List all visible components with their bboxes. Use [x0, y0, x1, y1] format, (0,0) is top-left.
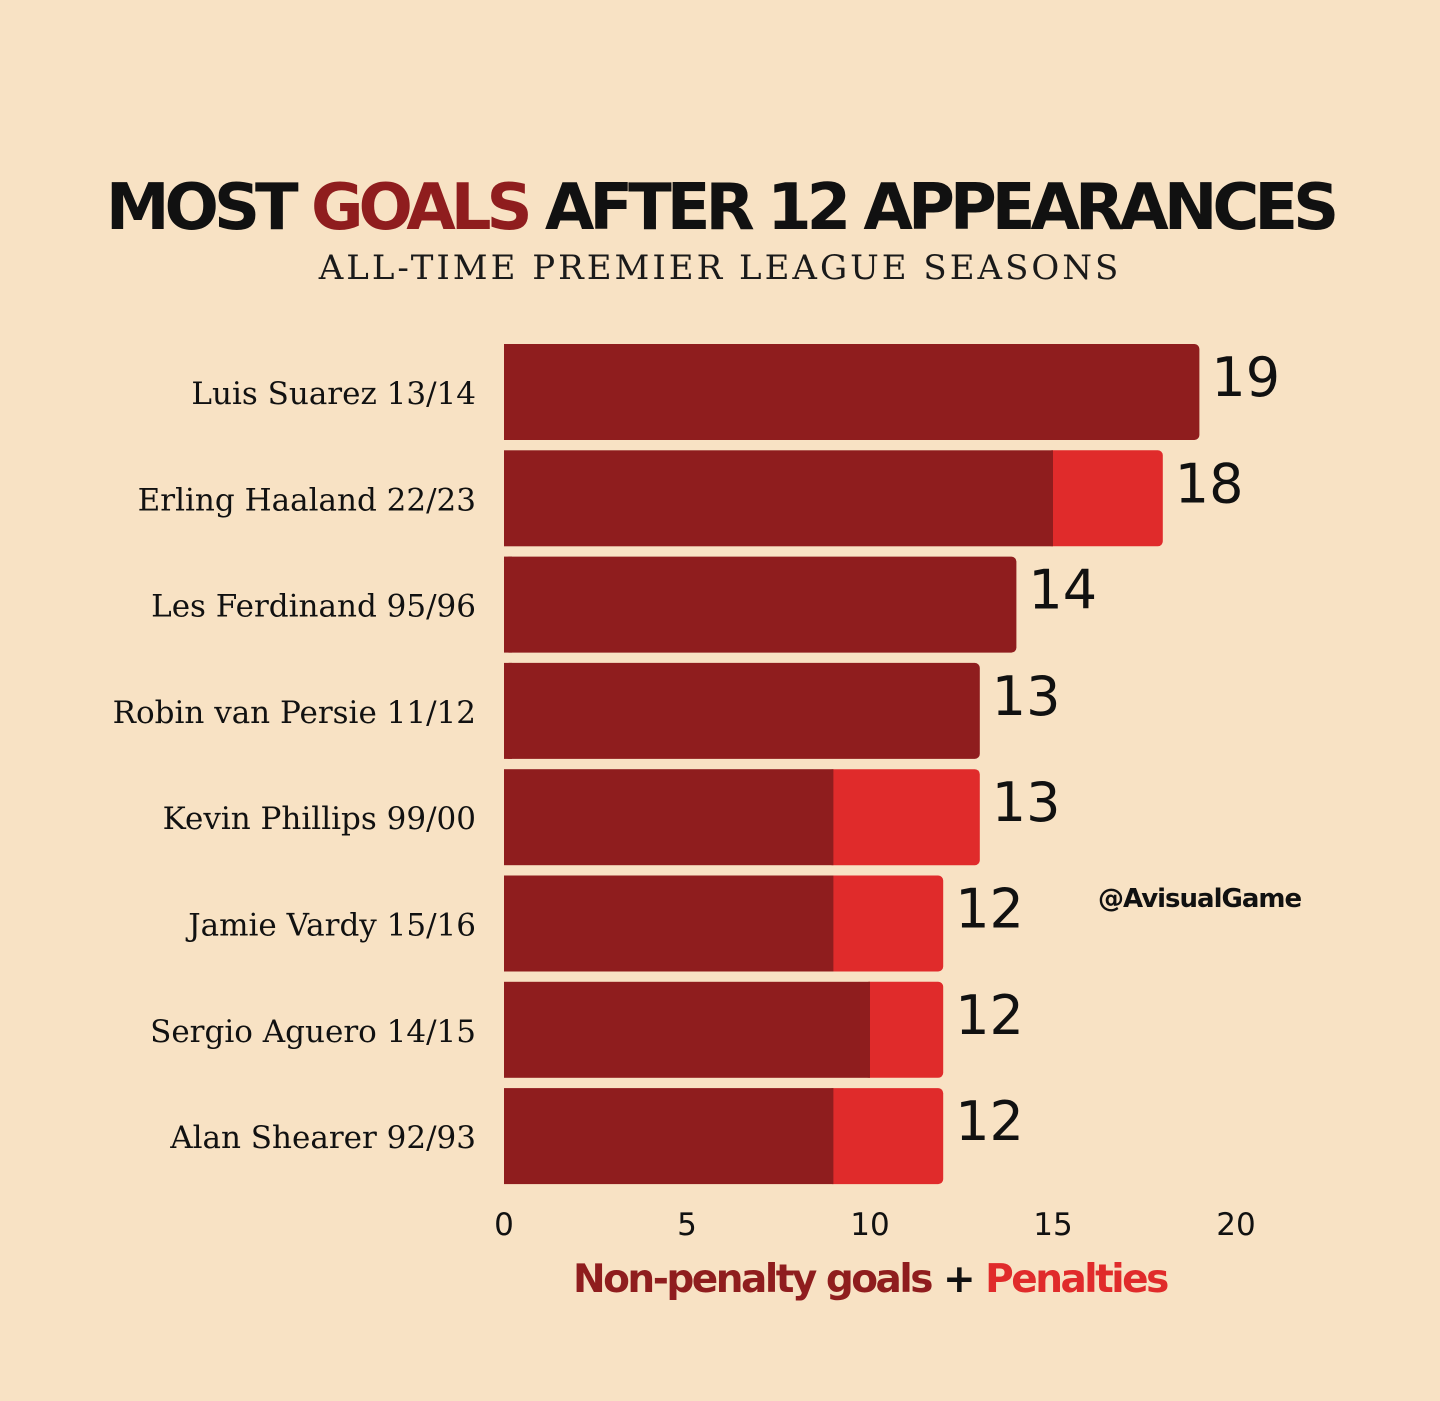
- bar-value-label: 12: [955, 984, 1024, 1047]
- bar-non-penalty-edge: [504, 662, 512, 759]
- x-tick-label: 20: [1216, 1207, 1255, 1243]
- legend-plus: +: [942, 1257, 976, 1302]
- bar-penalties: [827, 875, 944, 972]
- bar-non-penalty-edge: [504, 344, 512, 440]
- bar-value-label: 19: [1211, 346, 1280, 409]
- chart-subtitle: ALL-TIME PREMIER LEAGUE SEASONS: [318, 248, 1122, 288]
- bar-value-label: 14: [1028, 559, 1097, 622]
- bar-non-penalty: [504, 344, 1200, 440]
- legend-penalties: Penalties: [985, 1257, 1169, 1302]
- x-tick-label: 0: [494, 1207, 514, 1243]
- bar-non-penalty: [504, 769, 834, 866]
- bar-penalties: [1047, 450, 1163, 547]
- category-label: Sergio Aguero 14/15: [150, 1014, 476, 1050]
- bar-non-penalty: [504, 662, 980, 759]
- chart-title: MOST GOALS AFTER 12 APPEARANCES: [0, 168, 1440, 248]
- bar-penalties: [827, 769, 980, 866]
- x-tick-label: 10: [850, 1207, 889, 1243]
- bar-value-label: 18: [1175, 452, 1244, 515]
- bar-non-penalty: [504, 875, 834, 972]
- bar-value-label: 12: [955, 1090, 1024, 1153]
- bar-non-penalty-edge: [504, 556, 512, 653]
- category-label: Luis Suarez 13/14: [191, 376, 476, 412]
- bar-value-label: 12: [955, 878, 1024, 941]
- bar-non-penalty: [504, 556, 1017, 653]
- title-part-2: AFTER 12 APPEARANCES: [527, 171, 1339, 245]
- bar-non-penalty: [504, 1088, 834, 1185]
- bar-penalties: [864, 981, 944, 1078]
- x-tick-label: 5: [677, 1207, 697, 1243]
- bar-value-label: 13: [992, 665, 1061, 728]
- bar-non-penalty: [504, 981, 870, 1078]
- category-label: Robin van Persie 11/12: [113, 695, 476, 731]
- legend: Non-penalty goals + Penalties: [573, 1252, 1169, 1308]
- category-label: Les Ferdinand 95/96: [151, 589, 476, 625]
- category-label: Jamie Vardy 15/16: [185, 908, 476, 944]
- legend-non-penalty: Non-penalty goals: [573, 1257, 933, 1302]
- title-accent: GOALS: [310, 171, 533, 245]
- bar-penalties: [827, 1088, 944, 1185]
- category-label: Alan Shearer 92/93: [169, 1120, 476, 1156]
- bar-value-label: 13: [992, 771, 1061, 834]
- x-tick-label: 15: [1033, 1207, 1072, 1243]
- bar-non-penalty: [504, 450, 1053, 547]
- watermark-handle: @AvisualGame: [1098, 884, 1302, 914]
- category-label: Erling Haaland 22/23: [138, 482, 476, 518]
- category-label: Kevin Phillips 99/00: [163, 801, 476, 837]
- title-part-1: MOST: [105, 171, 311, 245]
